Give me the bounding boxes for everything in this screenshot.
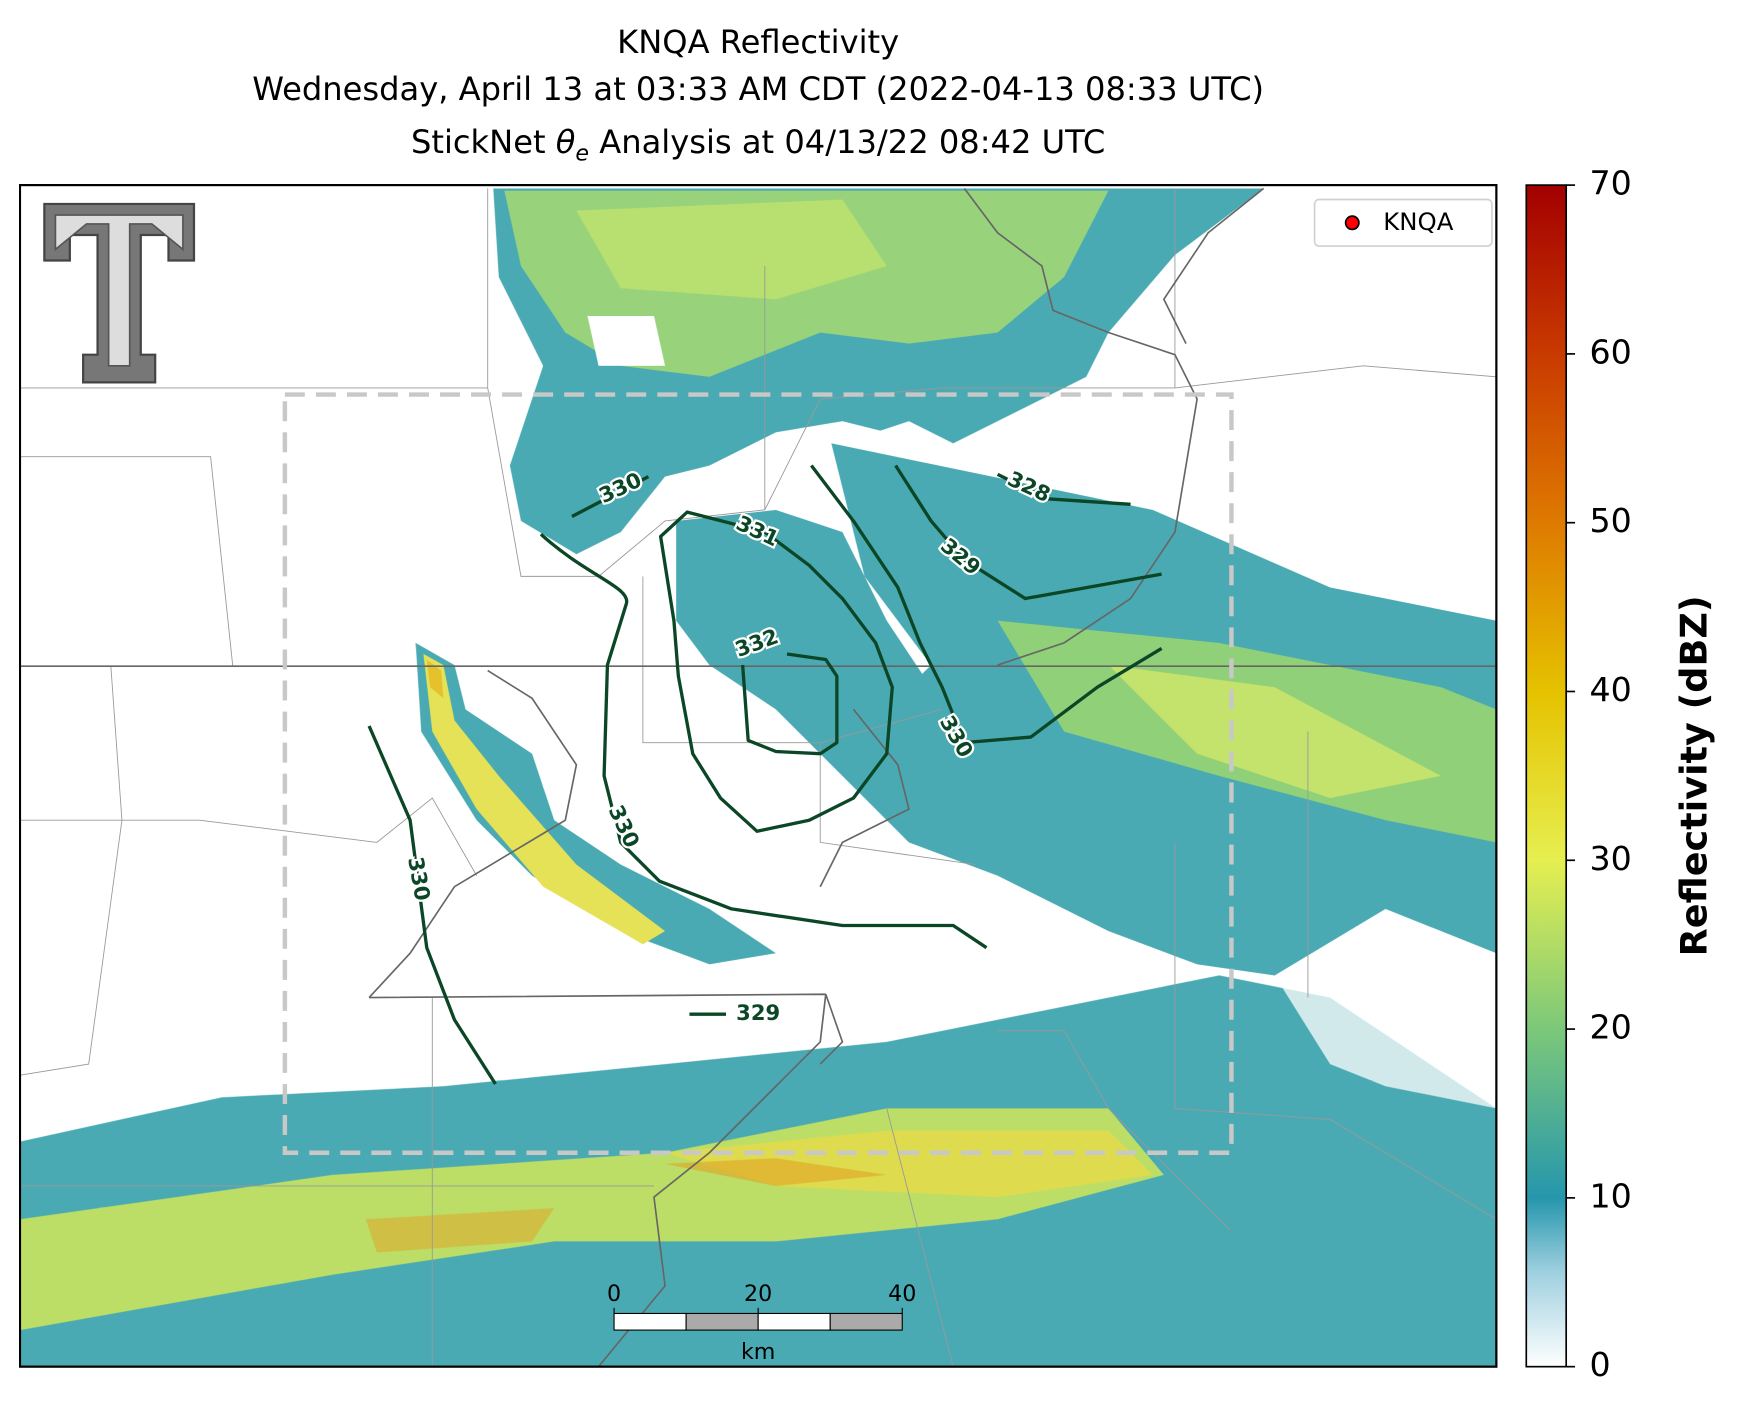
colorbar-ticks: 0 10 20 30 40 50 60 70 (1566, 164, 1632, 1384)
legend-marker (1344, 215, 1360, 231)
title-suffix: Analysis at 04/13/22 08:42 UTC (589, 123, 1105, 161)
title-time: Wednesday, April 13 at 03:33 AM CDT (202… (252, 70, 1264, 108)
colorbar-label: Reflectivity (dBZ) (1672, 595, 1715, 956)
title-radar: KNQA Reflectivity (617, 23, 899, 61)
scale-segment (829, 1312, 903, 1331)
contour-line (539, 533, 988, 950)
colorbar-tick-label: 40 (1589, 670, 1631, 709)
contour-label: 329 (736, 1000, 780, 1025)
scale-segment (685, 1312, 759, 1331)
scale-segment (613, 1312, 687, 1331)
boundaries (19, 187, 1497, 1367)
legend-label: KNQA (1383, 207, 1453, 236)
title-subscript: e (575, 141, 589, 167)
title-prefix: StickNet (411, 123, 556, 161)
colorbar-tick-label: 70 (1589, 164, 1631, 203)
colorbar-tick-label: 50 (1589, 501, 1631, 540)
map-frame (18, 183, 1498, 1368)
contour-line (740, 652, 839, 756)
contour-line (571, 475, 650, 518)
scale-bar: 0 20 40 km (607, 1281, 916, 1365)
legend: KNQA (1313, 198, 1493, 247)
analysis-domain (282, 392, 1234, 1155)
contour-line (658, 510, 894, 833)
colorbar-tick-label: 0 (1589, 1345, 1610, 1384)
colorbar-tick-label: 20 (1589, 1008, 1631, 1047)
scale-tick-label: 40 (888, 1281, 916, 1307)
contour-line (810, 464, 1163, 745)
scale-segment (757, 1312, 831, 1331)
contour-line (367, 725, 497, 1085)
title-symbol: θ (556, 123, 576, 161)
scale-unit: km (741, 1339, 775, 1365)
colorbar-tick-label: 60 (1589, 332, 1631, 371)
contour-line (894, 464, 1162, 601)
colorbar (1525, 184, 1568, 1368)
contour-line (996, 472, 1131, 506)
reflectivity (19, 188, 1497, 1367)
scale-tick-label: 20 (744, 1281, 772, 1307)
colorbar-tick-label: 30 (1589, 839, 1631, 878)
logo (43, 202, 196, 384)
colorbar-tick-label: 10 (1589, 1176, 1631, 1215)
title-analysis: StickNet θe Analysis at 04/13/22 08:42 U… (411, 123, 1105, 167)
scale-tick-label: 0 (607, 1281, 621, 1307)
